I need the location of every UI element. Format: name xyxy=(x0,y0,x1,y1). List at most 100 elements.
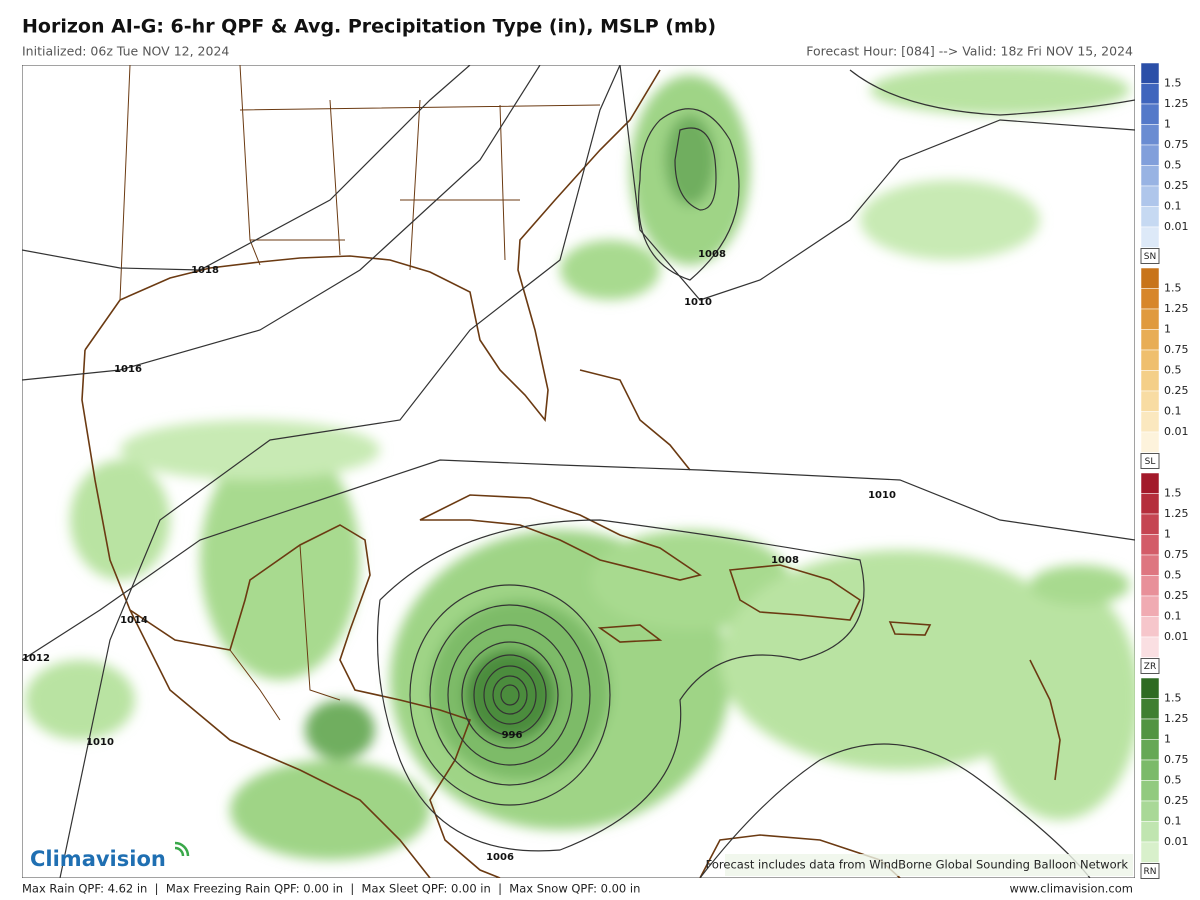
colorbar-label: 0.1 xyxy=(1164,405,1182,418)
colorbar-cell xyxy=(1140,513,1160,535)
colorbar-cell xyxy=(1140,267,1160,289)
colorbar-cell xyxy=(1140,288,1160,310)
colorbar-cell xyxy=(1140,739,1160,761)
colorbar-label: 0.1 xyxy=(1164,200,1182,213)
isobars xyxy=(22,65,1135,878)
colorbar-type-box xyxy=(1140,453,1160,469)
colorbar-label: 0.5 xyxy=(1164,569,1182,582)
colorbar-label: 0.01 xyxy=(1164,425,1189,438)
isobar-label: 1010 xyxy=(684,297,712,308)
isobar-label: 1012 xyxy=(22,653,50,664)
colorbar-cell xyxy=(1140,575,1160,597)
colorbar-label: 1 xyxy=(1164,118,1171,131)
colorbar-label: 0.25 xyxy=(1164,179,1189,192)
colorbar-cell xyxy=(1140,390,1160,412)
colorbar-cell xyxy=(1140,124,1160,146)
colorbar-label: 1 xyxy=(1164,528,1171,541)
colorbar-cell xyxy=(1140,62,1160,84)
colorbar-type: RN xyxy=(1144,867,1157,877)
colorbar-label: 0.1 xyxy=(1164,815,1182,828)
colorbar-cell xyxy=(1140,370,1160,392)
colorbar-cell xyxy=(1140,431,1160,453)
footer-url: www.climavision.com xyxy=(1009,882,1133,896)
colorbar-cell xyxy=(1140,534,1160,556)
map: 1018 1016 1014 1012 1010 1008 1010 1010 … xyxy=(22,65,1135,878)
colorbar-label: 0.75 xyxy=(1164,138,1189,151)
colorbar-cell xyxy=(1140,103,1160,125)
isobar-label: 1010 xyxy=(868,490,896,501)
colorbar-cell xyxy=(1140,636,1160,658)
data-note: Forecast includes data from WindBorne Gl… xyxy=(706,858,1129,872)
colorbar-label: 0.25 xyxy=(1164,384,1189,397)
colorbar-label: 1.25 xyxy=(1164,302,1189,315)
note-bg xyxy=(725,854,1133,876)
colorbar-cell xyxy=(1140,472,1160,494)
init-time: Initialized: 06z Tue NOV 12, 2024 xyxy=(22,44,229,59)
colorbar-cell xyxy=(1140,411,1160,433)
colorbar-cell xyxy=(1140,677,1160,699)
colorbar-cell xyxy=(1140,698,1160,720)
colorbar-label: 0.1 xyxy=(1164,610,1182,623)
colorbar-label: 1.25 xyxy=(1164,712,1189,725)
colorbar-cell xyxy=(1140,595,1160,617)
precip xyxy=(25,65,1135,860)
colorbar-type-box xyxy=(1140,863,1160,879)
valid-time: Forecast Hour: [084] --> Valid: 18z Fri … xyxy=(806,44,1133,59)
colorbar-label: 1 xyxy=(1164,323,1171,336)
isobar-labels: 1018 1016 1014 1012 1010 1008 1010 1010 … xyxy=(22,249,896,863)
colorbar-cell xyxy=(1140,759,1160,781)
colorbar-type: SL xyxy=(1145,457,1156,467)
colorbar-label: 1.5 xyxy=(1164,77,1182,90)
colorbar-label: 0.75 xyxy=(1164,548,1189,561)
colorbar-cell xyxy=(1140,83,1160,105)
colorbar-label: 0.01 xyxy=(1164,835,1189,848)
colorbar-label: 0.5 xyxy=(1164,364,1182,377)
logo-icon xyxy=(174,841,190,857)
colorbar-label: 1.5 xyxy=(1164,692,1182,705)
colorbar-label: 0.75 xyxy=(1164,343,1189,356)
colorbar-cell xyxy=(1140,308,1160,330)
isobar-label: 1014 xyxy=(120,615,148,626)
colorbar-type-box xyxy=(1140,248,1160,264)
colorbar-cell xyxy=(1140,226,1160,248)
isobar-label: 996 xyxy=(502,730,523,741)
footer-stats: Max Rain QPF: 4.62 in | Max Freezing Rai… xyxy=(22,882,640,896)
colorbar-cell xyxy=(1140,349,1160,371)
colorbar-label: 1.25 xyxy=(1164,97,1189,110)
colorbar-label: 0.5 xyxy=(1164,774,1182,787)
title: Horizon AI-G: 6-hr QPF & Avg. Precipitat… xyxy=(22,16,716,38)
colorbar-label: 1.5 xyxy=(1164,487,1182,500)
isobar-label: 1008 xyxy=(771,555,799,566)
colorbar-cell xyxy=(1140,144,1160,166)
colorbar-cell xyxy=(1140,554,1160,576)
colorbar-label: 1.25 xyxy=(1164,507,1189,520)
colorbar-label: 0.01 xyxy=(1164,220,1189,233)
isobar-label: 1010 xyxy=(86,737,114,748)
colorbar-cell xyxy=(1140,165,1160,187)
colorbar-label: 1 xyxy=(1164,733,1171,746)
colorbar-type: SN xyxy=(1144,252,1156,262)
isobar-label: 1006 xyxy=(486,852,514,863)
colorbar-label: 0.75 xyxy=(1164,753,1189,766)
colorbar-cell xyxy=(1140,616,1160,638)
colorbar-label: 1.5 xyxy=(1164,282,1182,295)
isobar-label: 1016 xyxy=(114,364,142,375)
colorbar-label: 0.01 xyxy=(1164,630,1189,643)
coastlines xyxy=(81,69,1061,878)
colorbar-cell xyxy=(1140,800,1160,822)
colorbar-cell xyxy=(1140,493,1160,515)
colorbar-label: 0.5 xyxy=(1164,159,1182,172)
isobar-label: 1018 xyxy=(191,265,219,276)
colorbar-cell xyxy=(1140,185,1160,207)
colorbars: 1.5 1.25 1 0.75 0.5 0.25 0.1 0.01 SN 1.5 1.25 1 0.75… xyxy=(1140,62,1189,879)
colorbar-cell xyxy=(1140,780,1160,802)
colorbar-cell xyxy=(1140,841,1160,863)
colorbar-cell xyxy=(1140,821,1160,843)
colorbar-cell xyxy=(1140,329,1160,351)
colorbar-label: 0.25 xyxy=(1164,794,1189,807)
logo: Climavision xyxy=(30,847,166,871)
colorbar-cell xyxy=(1140,206,1160,228)
colorbar-cell xyxy=(1140,718,1160,740)
